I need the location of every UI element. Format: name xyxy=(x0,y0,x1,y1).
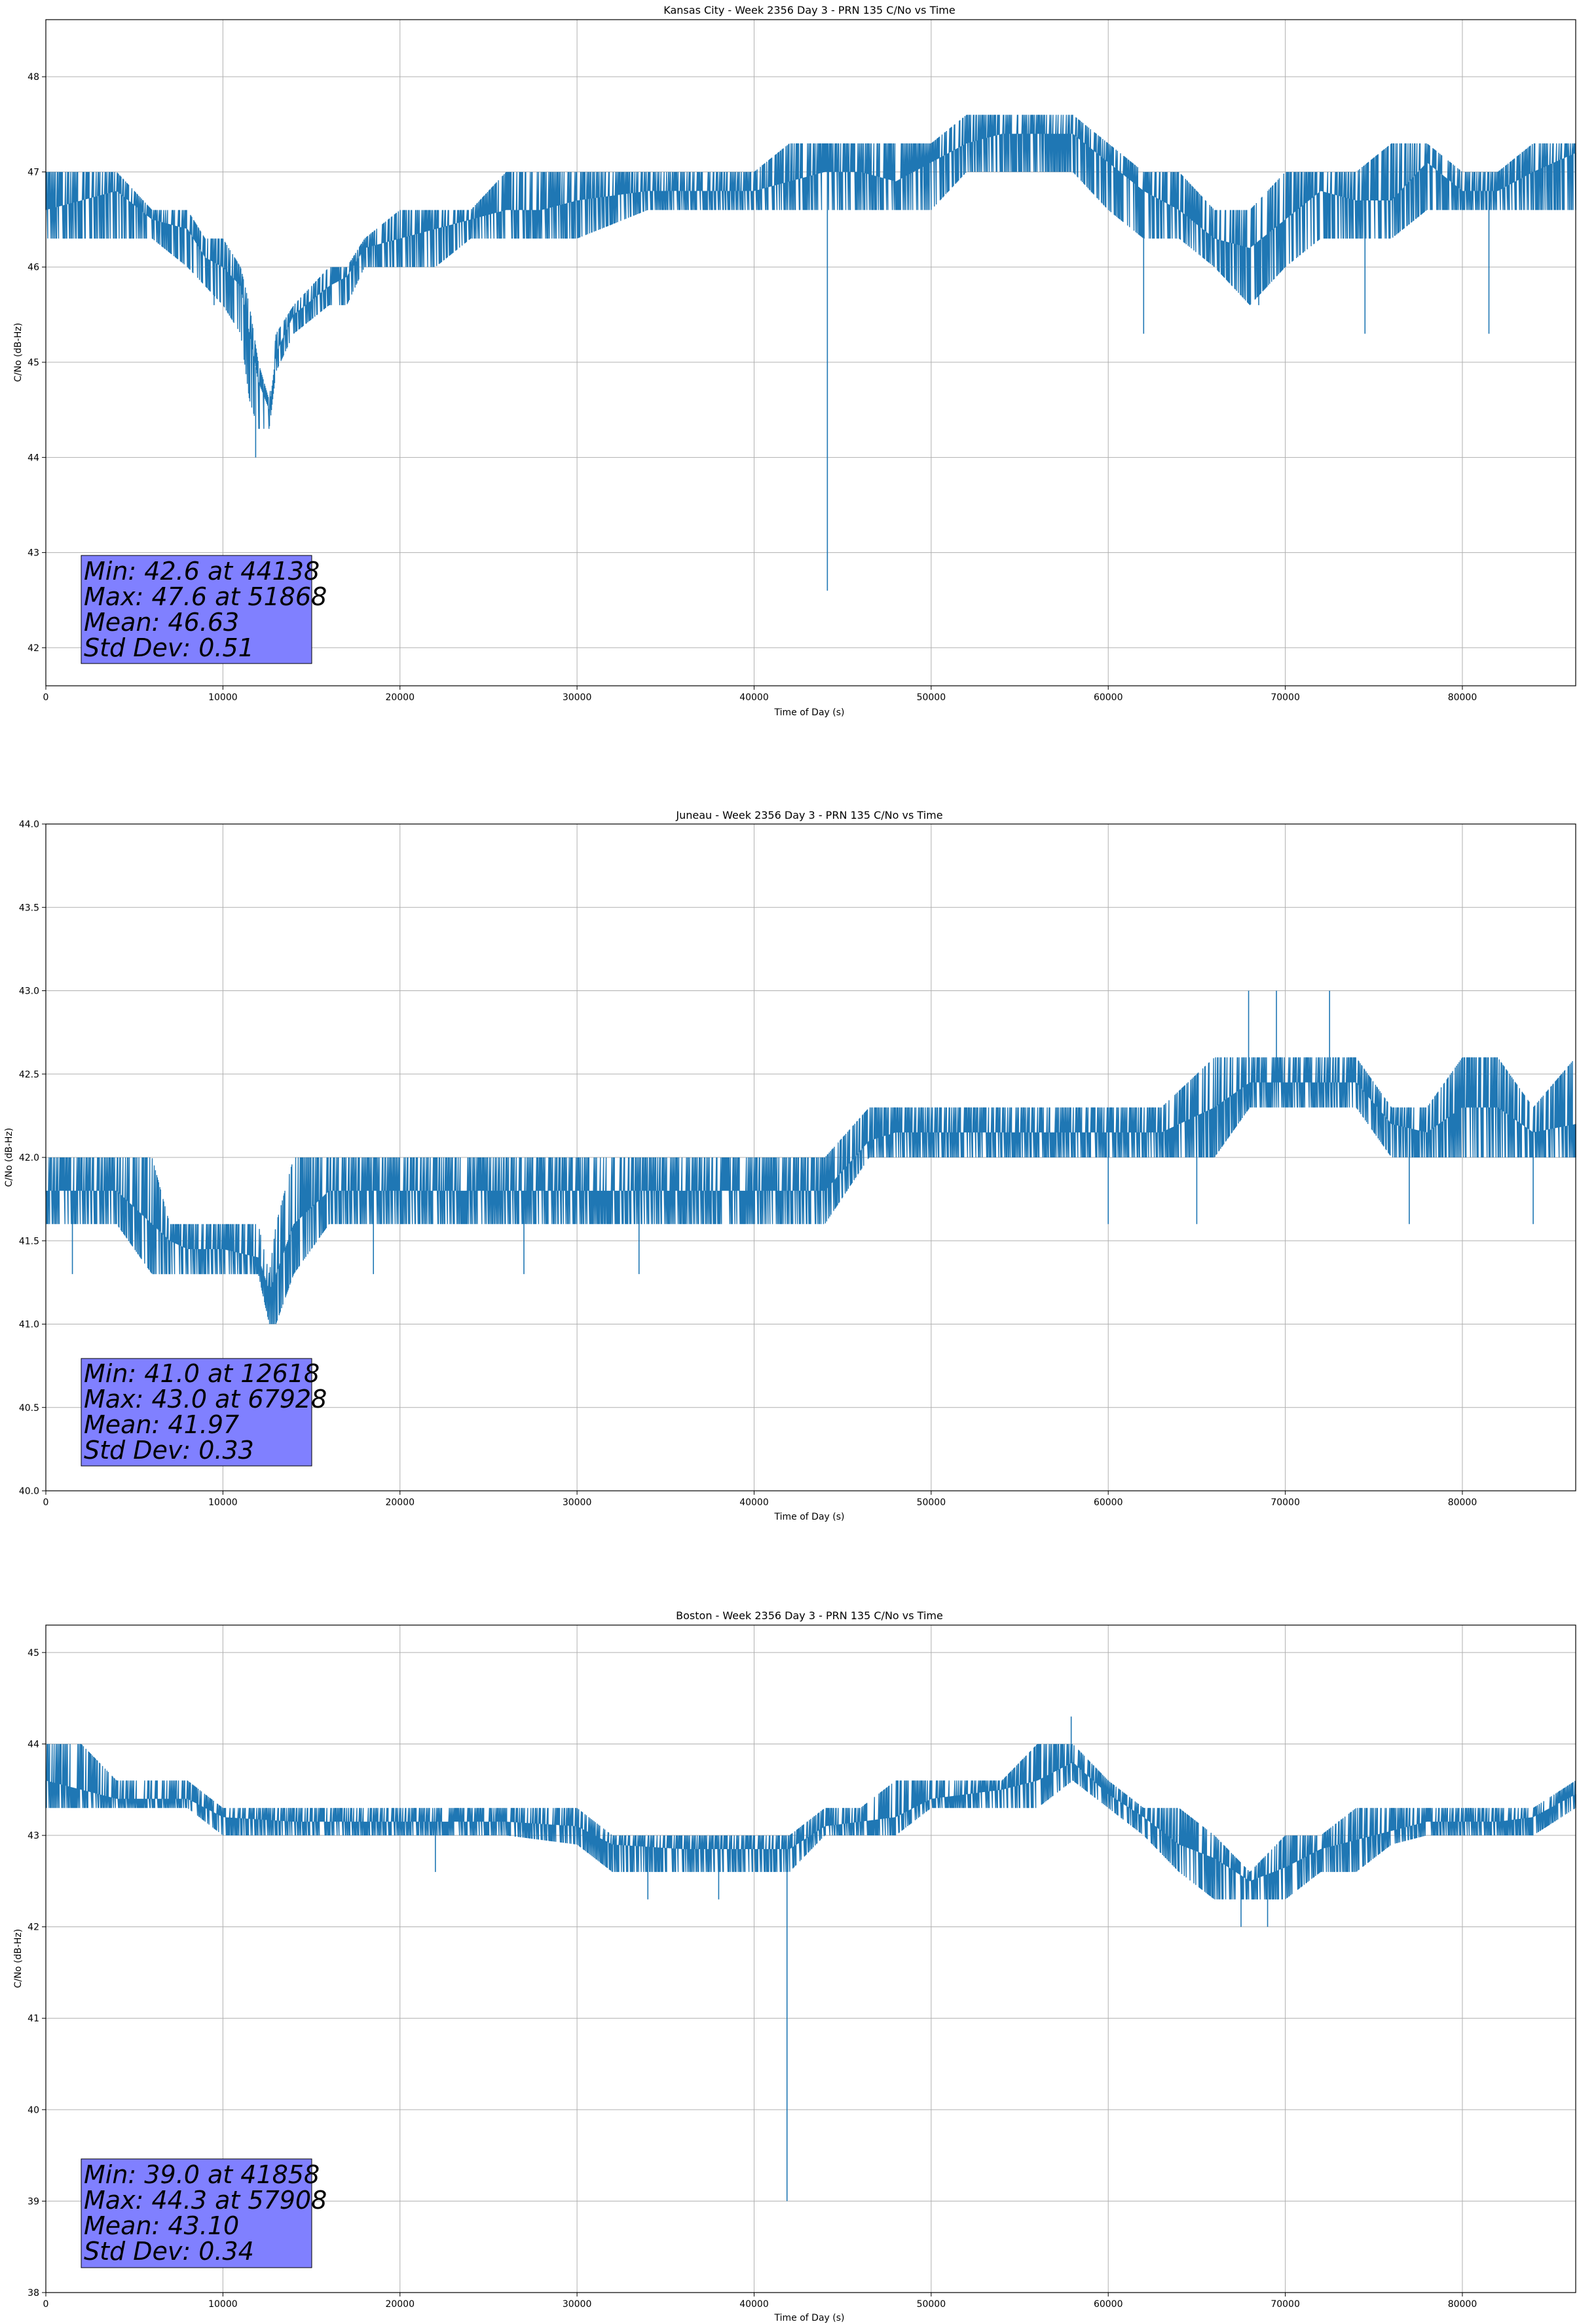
chart-title: Juneau - Week 2356 Day 3 - PRN 135 C/No … xyxy=(675,809,942,821)
y-tick-label: 47 xyxy=(28,167,39,178)
x-tick-label: 50000 xyxy=(917,692,946,703)
chart-boston: Boston - Week 2356 Day 3 - PRN 135 C/No … xyxy=(13,1609,1576,2323)
stats-max: Max: 47.6 at 51868 xyxy=(84,582,327,611)
stats-min: Min: 42.6 at 44138 xyxy=(84,557,320,586)
x-axis-label: Time of Day (s) xyxy=(774,707,845,718)
x-tick-label: 10000 xyxy=(208,2299,238,2310)
x-ticks: 0 10000 20000 30000 40000 50000 60000 70000 8000… xyxy=(43,2293,1477,2310)
chart-title: Kansas City - Week 2356 Day 3 - PRN 135 … xyxy=(663,4,955,16)
x-tick-label: 20000 xyxy=(385,2299,415,2310)
y-tick-label: 45 xyxy=(28,1648,39,1659)
x-tick-label: 80000 xyxy=(1448,2299,1477,2310)
series-line xyxy=(45,990,1576,1324)
x-axis-label: Time of Day (s) xyxy=(774,2313,845,2323)
x-tick-label: 40000 xyxy=(739,692,769,703)
series-path xyxy=(45,1057,1576,1324)
x-tick-label: 60000 xyxy=(1094,2299,1123,2310)
stats-mean: Mean: 43.10 xyxy=(84,2211,239,2240)
x-tick-label: 30000 xyxy=(563,1497,592,1508)
x-tick-label: 10000 xyxy=(208,1497,238,1508)
x-tick-label: 60000 xyxy=(1094,692,1123,703)
y-tick-label: 43.0 xyxy=(19,986,39,997)
stats-mean: Mean: 41.97 xyxy=(84,1410,239,1439)
y-tick-label: 45 xyxy=(28,358,39,368)
y-tick-label: 40.0 xyxy=(19,1486,39,1497)
x-tick-label: 10000 xyxy=(208,692,238,703)
stats-box-background xyxy=(81,2158,312,2268)
y-tick-label: 43.5 xyxy=(19,903,39,913)
y-tick-label: 41 xyxy=(28,2014,39,2024)
x-tick-label: 30000 xyxy=(563,2299,592,2310)
y-tick-label: 39 xyxy=(28,2196,39,2207)
series-line xyxy=(45,1716,1576,2202)
y-tick-label: 43 xyxy=(28,548,39,559)
y-tick-label: 43 xyxy=(28,1831,39,1841)
stats-box: Min: 41.0 at 12618 Max: 43.0 at 67928 Me… xyxy=(81,1358,327,1467)
x-tick-label: 20000 xyxy=(385,692,415,703)
series-line xyxy=(45,115,1576,591)
chart-juneau: Juneau - Week 2356 Day 3 - PRN 135 C/No … xyxy=(4,809,1576,1522)
x-tick-label: 70000 xyxy=(1271,1497,1300,1508)
y-tick-label: 42.5 xyxy=(19,1070,39,1080)
y-tick-label: 48 xyxy=(28,72,39,83)
y-tick-label: 42.0 xyxy=(19,1153,39,1163)
x-tick-label: 40000 xyxy=(739,1497,769,1508)
x-tick-label: 80000 xyxy=(1448,692,1477,703)
x-tick-label: 60000 xyxy=(1094,1497,1123,1508)
axes-frame xyxy=(45,1624,1576,2293)
stats-std-dev: Std Dev: 0.34 xyxy=(84,2237,254,2266)
x-tick-label: 0 xyxy=(43,1497,49,1508)
stats-mean: Mean: 46.63 xyxy=(84,608,239,637)
x-tick-label: 40000 xyxy=(739,2299,769,2310)
x-tick-label: 70000 xyxy=(1271,692,1300,703)
x-ticks: 0 10000 20000 30000 40000 50000 60000 70000 8000… xyxy=(43,1491,1477,1508)
y-axis-label: C/No (dB-Hz) xyxy=(13,323,24,382)
x-tick-label: 20000 xyxy=(385,1497,415,1508)
chart-title: Boston - Week 2356 Day 3 - PRN 135 C/No … xyxy=(676,1609,943,1622)
x-tick-label: 50000 xyxy=(917,2299,946,2310)
x-tick-label: 80000 xyxy=(1448,1497,1477,1508)
y-tick-label: 42 xyxy=(28,643,39,654)
y-tick-label: 42 xyxy=(28,1922,39,1933)
x-tick-label: 0 xyxy=(43,2299,49,2310)
y-ticks: 38 39 40 41 42 43 44 45 xyxy=(28,1648,46,2298)
y-tick-label: 44 xyxy=(28,453,39,463)
stats-std-dev: Std Dev: 0.33 xyxy=(84,1436,254,1465)
stats-box: Min: 42.6 at 44138 Max: 47.6 at 51868 Me… xyxy=(81,555,327,664)
y-tick-label: 41.5 xyxy=(19,1236,39,1246)
series-path xyxy=(45,115,1576,429)
stats-max: Max: 44.3 at 57908 xyxy=(84,2186,327,2215)
y-axis-label: C/No (dB-Hz) xyxy=(13,1929,24,1988)
y-tick-label: 41.0 xyxy=(19,1320,39,1330)
stats-std-dev: Std Dev: 0.51 xyxy=(84,633,254,662)
y-tick-label: 40.5 xyxy=(19,1403,39,1414)
chart-kansas-city: Kansas City - Week 2356 Day 3 - PRN 135 … xyxy=(13,4,1576,718)
x-tick-label: 70000 xyxy=(1271,2299,1300,2310)
stats-box: Min: 39.0 at 41858 Max: 44.3 at 57908 Me… xyxy=(81,2158,327,2268)
stats-box-background xyxy=(81,555,312,664)
stats-box-background xyxy=(81,1358,312,1467)
x-tick-label: 30000 xyxy=(563,692,592,703)
y-axis-label: C/No (dB-Hz) xyxy=(4,1128,14,1187)
axes-frame xyxy=(45,19,1576,686)
x-tick-label: 50000 xyxy=(917,1497,946,1508)
y-tick-label: 38 xyxy=(28,2288,39,2298)
series-path xyxy=(45,1744,1576,1900)
y-tick-label: 46 xyxy=(28,263,39,273)
x-tick-label: 0 xyxy=(43,692,49,703)
y-tick-label: 44.0 xyxy=(19,819,39,830)
y-ticks: 40.0 40.5 41.0 41.5 42.0 42.5 43.0 43.5 44.0 xyxy=(19,819,46,1497)
x-ticks: 0 10000 20000 30000 40000 50000 60000 70000 8000… xyxy=(43,686,1477,703)
y-tick-label: 40 xyxy=(28,2105,39,2116)
y-ticks: 42 43 44 45 46 47 48 xyxy=(28,72,46,654)
stats-min: Min: 39.0 at 41858 xyxy=(84,2160,320,2189)
y-tick-label: 44 xyxy=(28,1739,39,1750)
stats-min: Min: 41.0 at 12618 xyxy=(84,1359,320,1388)
x-axis-label: Time of Day (s) xyxy=(774,1512,845,1522)
stats-max: Max: 43.0 at 67928 xyxy=(84,1385,327,1414)
